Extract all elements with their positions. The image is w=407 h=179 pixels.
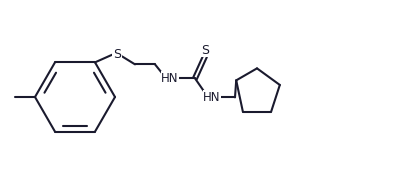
Text: S: S	[113, 48, 121, 61]
Text: S: S	[201, 44, 209, 57]
Text: HN: HN	[161, 72, 179, 85]
Text: HN: HN	[203, 91, 221, 104]
